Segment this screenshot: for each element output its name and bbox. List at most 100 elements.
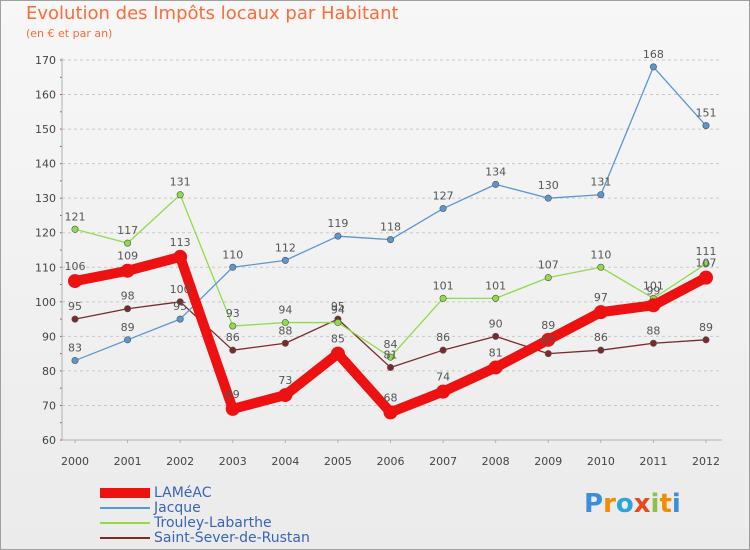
x-tick-label: 2003: [219, 455, 247, 468]
data-label-trouley-labarthe: 121: [65, 210, 86, 223]
data-point-jacque: [439, 205, 447, 213]
data-point-trouley-labarthe: [71, 225, 79, 233]
data-label-jacque: 95: [173, 300, 187, 313]
data-point-saint-sever-de-rustan: [702, 336, 710, 344]
data-point-jacque: [334, 232, 342, 240]
data-point-saint-sever-de-rustan: [439, 346, 447, 354]
y-tick-label: 100: [35, 296, 56, 309]
data-label-jacque: 130: [538, 179, 559, 192]
legend-label: LAMéAC: [154, 484, 212, 501]
y-tick-label: 110: [35, 261, 56, 274]
data-point-lam-ac: [646, 298, 661, 313]
data-point-saint-sever-de-rustan: [281, 339, 289, 347]
data-label-trouley-labarthe: 94: [278, 304, 292, 317]
data-label-lam-ac: 97: [594, 291, 608, 304]
data-label-trouley-labarthe: 94: [331, 304, 345, 317]
data-point-trouley-labarthe: [702, 260, 710, 268]
data-label-lam-ac: 109: [117, 250, 138, 263]
data-label-saint-sever-de-rustan: 81: [384, 348, 398, 361]
data-label-saint-sever-de-rustan: 88: [646, 324, 660, 337]
data-label-jacque: 118: [380, 221, 401, 234]
data-point-lam-ac: [699, 270, 713, 285]
data-point-jacque: [386, 236, 394, 244]
x-tick-label: 2007: [429, 455, 457, 468]
data-label-trouley-labarthe: 101: [485, 279, 506, 292]
data-label-trouley-labarthe: 84: [384, 338, 398, 351]
data-label-saint-sever-de-rustan: 86: [594, 331, 608, 344]
data-label-trouley-labarthe: 117: [117, 224, 138, 237]
data-label-trouley-labarthe: 111: [696, 245, 717, 258]
data-label-lam-ac: 85: [331, 333, 345, 346]
proxiti-logo: Proxiti: [584, 489, 681, 519]
y-tick-label: 140: [35, 158, 56, 171]
data-point-lam-ac: [383, 405, 398, 420]
data-point-trouley-labarthe: [124, 239, 132, 247]
data-point-trouley-labarthe: [281, 319, 289, 327]
x-tick-label: 2000: [61, 455, 89, 468]
data-label-saint-sever-de-rustan: 100: [170, 283, 191, 296]
series-line-jacque: [74, 66, 707, 362]
legend-label: Trouley-Labarthe: [154, 514, 272, 531]
data-point-trouley-labarthe: [334, 319, 342, 327]
data-label-lam-ac: 99: [646, 284, 660, 297]
data-label-jacque: 127: [433, 190, 454, 203]
logo-letter: o: [615, 489, 634, 519]
data-label-lam-ac: 89: [541, 319, 555, 332]
data-point-saint-sever-de-rustan: [544, 350, 552, 358]
legend-swatch: [100, 536, 150, 539]
y-tick-label: 150: [35, 123, 56, 136]
data-label-saint-sever-de-rustan: 85: [541, 335, 555, 348]
data-point-lam-ac: [436, 384, 451, 399]
x-tick-label: 2012: [692, 455, 720, 468]
data-point-trouley-labarthe: [597, 263, 605, 271]
data-point-lam-ac: [225, 401, 240, 416]
y-tick-label: 120: [35, 227, 56, 240]
data-label-jacque: 83: [68, 342, 82, 355]
legend-swatch: [100, 487, 150, 498]
data-label-saint-sever-de-rustan: 86: [436, 331, 450, 344]
legend-item: Saint-Sever-de-Rustan: [100, 530, 310, 546]
data-label-lam-ac: 68: [384, 391, 398, 404]
data-label-saint-sever-de-rustan: 88: [278, 324, 292, 337]
legend-item: Trouley-Labarthe: [100, 514, 272, 531]
data-label-trouley-labarthe: 93: [226, 307, 240, 320]
data-label-saint-sever-de-rustan: 90: [489, 317, 503, 330]
data-point-trouley-labarthe: [229, 322, 237, 330]
data-point-saint-sever-de-rustan: [176, 298, 184, 306]
data-point-trouley-labarthe: [439, 294, 447, 302]
data-point-saint-sever-de-rustan: [492, 332, 500, 340]
logo-letter: i: [650, 489, 660, 519]
logo-letter: i: [671, 489, 681, 519]
data-label-lam-ac: 69: [226, 388, 240, 401]
series-line-trouley-labarthe: [74, 194, 707, 358]
data-point-trouley-labarthe: [386, 353, 394, 361]
data-label-lam-ac: 81: [489, 346, 503, 359]
data-point-jacque: [597, 191, 605, 199]
data-point-saint-sever-de-rustan: [229, 346, 237, 354]
x-tick-label: 2009: [534, 455, 562, 468]
data-point-lam-ac: [488, 360, 503, 375]
x-tick-label: 2002: [166, 455, 194, 468]
data-label-lam-ac: 106: [65, 260, 86, 273]
data-point-lam-ac: [173, 249, 188, 264]
data-label-trouley-labarthe: 101: [643, 279, 664, 292]
data-label-trouley-labarthe: 131: [170, 176, 191, 189]
data-point-saint-sever-de-rustan: [386, 363, 394, 371]
data-point-jacque: [492, 180, 500, 188]
data-label-jacque: 89: [121, 321, 135, 334]
data-point-lam-ac: [278, 388, 293, 403]
y-tick-label: 170: [35, 54, 56, 67]
data-label-trouley-labarthe: 110: [590, 248, 611, 261]
data-label-trouley-labarthe: 101: [433, 279, 454, 292]
data-point-saint-sever-de-rustan: [71, 315, 79, 323]
data-point-jacque: [229, 263, 237, 271]
legend-item: LAMéAC: [100, 484, 212, 501]
data-label-jacque: 112: [275, 241, 296, 254]
legend-item: Jacque: [100, 500, 201, 516]
logo-letter: t: [659, 489, 672, 519]
data-label-saint-sever-de-rustan: 86: [226, 331, 240, 344]
data-label-jacque: 119: [327, 217, 348, 230]
x-tick-label: 2005: [324, 455, 352, 468]
x-tick-label: 2006: [377, 455, 405, 468]
